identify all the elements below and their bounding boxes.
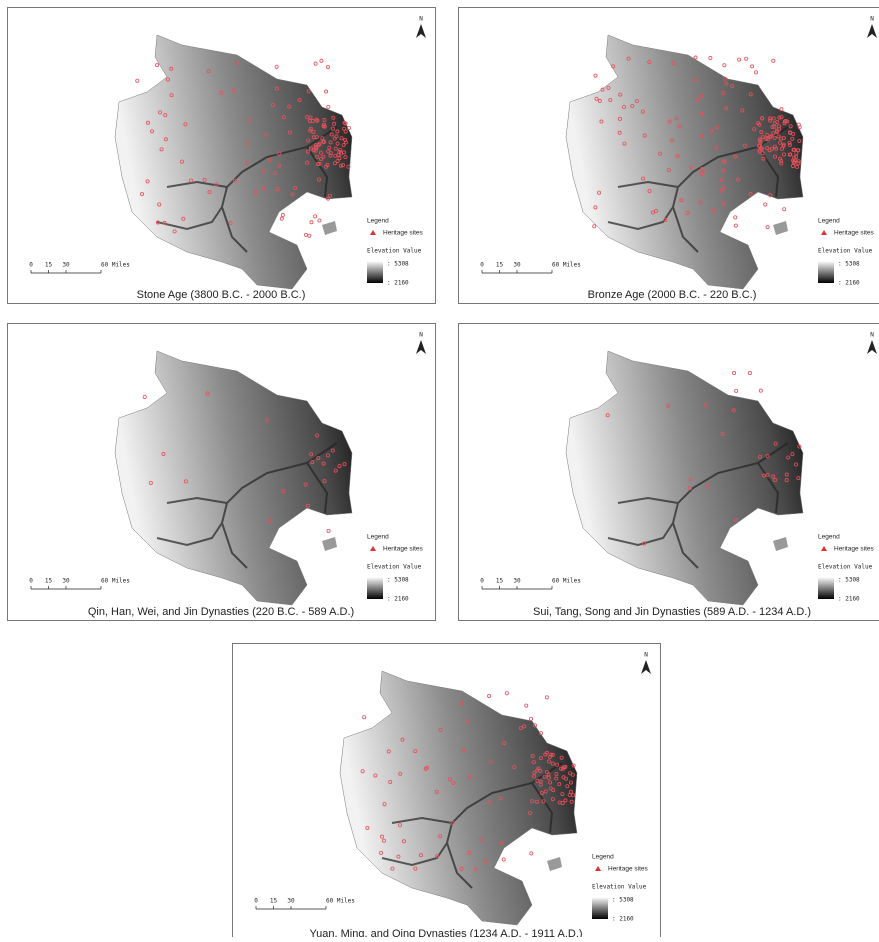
scale-label: 60 Miles — [101, 578, 130, 585]
scale-label: 30 — [287, 898, 295, 905]
elevation-high: : 5308 — [612, 897, 634, 904]
scale-label: 30 — [62, 262, 70, 269]
elevation-ramp — [818, 261, 834, 283]
map-panel: N Legend Heritage sites Elevation Value : 53… — [8, 324, 436, 621]
north-label: N — [644, 652, 648, 659]
legend-elevation: Elevation Value — [818, 248, 873, 255]
legend-elevation: Elevation Value — [818, 564, 873, 571]
elevation-low: : 2160 — [612, 916, 634, 923]
elevation-low: : 2160 — [838, 280, 860, 287]
legend-sites: Heritage sites — [834, 230, 874, 237]
scale-label: 30 — [513, 262, 521, 269]
figure: N Legend Heritage sites Elevation Value : 53… — [0, 0, 879, 937]
legend-sites: Heritage sites — [834, 546, 874, 553]
scale-label: 60 Miles — [326, 898, 355, 905]
panel-caption: Bronze Age (2000 B.C. - 220 B.C.) — [588, 289, 757, 301]
scale-label: 30 — [62, 578, 70, 585]
scale-label: 0 — [480, 262, 484, 269]
panel-caption: Qin, Han, Wei, and Jin Dynasties (220 B.… — [88, 606, 354, 618]
scale-label: 30 — [513, 578, 521, 585]
legend-elevation: Elevation Value — [367, 248, 422, 255]
elevation-high: : 5308 — [387, 261, 409, 268]
scale-label: 15 — [496, 262, 504, 269]
legend-title: Legend — [592, 854, 614, 861]
elevation-ramp — [367, 261, 383, 283]
page: {"legend": {"north": "N", "title": "Lege… — [0, 0, 879, 942]
elevation-ramp — [367, 577, 383, 599]
scale-label: 0 — [29, 578, 33, 585]
legend-title: Legend — [367, 534, 389, 541]
scale-label: 0 — [254, 898, 258, 905]
scale-label: 60 Miles — [552, 578, 581, 585]
scale-label: 0 — [29, 262, 33, 269]
scale-label: 60 Miles — [101, 262, 130, 269]
scale-label: 15 — [45, 262, 53, 269]
legend-elevation: Elevation Value — [592, 884, 647, 891]
panel-caption: Yuan, Ming, and Qing Dynasties (1234 A.D… — [309, 928, 582, 937]
legend-title: Legend — [818, 534, 840, 541]
scale-label: 15 — [45, 578, 53, 585]
elevation-low: : 2160 — [838, 596, 860, 603]
map-panel: N Legend Heritage sites Elevation Value : 53… — [8, 8, 436, 304]
panel-caption: Sui, Tang, Song and Jin Dynasties (589 A… — [533, 606, 811, 618]
legend-sites: Heritage sites — [608, 866, 648, 873]
north-label: N — [419, 332, 423, 339]
north-label: N — [870, 332, 874, 339]
legend-elevation: Elevation Value — [367, 564, 422, 571]
legend-sites: Heritage sites — [383, 546, 423, 553]
scale-label: 0 — [480, 578, 484, 585]
elevation-high: : 5308 — [838, 577, 860, 584]
legend-title: Legend — [367, 218, 389, 225]
legend-sites: Heritage sites — [383, 230, 423, 237]
elevation-ramp — [818, 577, 834, 599]
elevation-ramp — [592, 897, 608, 919]
scale-label: 60 Miles — [552, 262, 581, 269]
map-panel: N Legend Heritage sites Elevation Value : 53… — [459, 8, 879, 304]
north-label: N — [870, 16, 874, 23]
elevation-low: : 2160 — [387, 280, 409, 287]
map-panel: N Legend Heritage sites Elevation Value : 53… — [459, 324, 879, 621]
elevation-low: : 2160 — [387, 596, 409, 603]
legend-title: Legend — [818, 218, 840, 225]
scale-label: 15 — [496, 578, 504, 585]
map-panel: N Legend Heritage sites Elevation Value : 53… — [233, 644, 661, 938]
scale-label: 15 — [270, 898, 278, 905]
elevation-high: : 5308 — [387, 577, 409, 584]
elevation-high: : 5308 — [838, 261, 860, 268]
panel-caption: Stone Age (3800 B.C. - 2000 B.C.) — [137, 289, 306, 301]
north-label: N — [419, 16, 423, 23]
